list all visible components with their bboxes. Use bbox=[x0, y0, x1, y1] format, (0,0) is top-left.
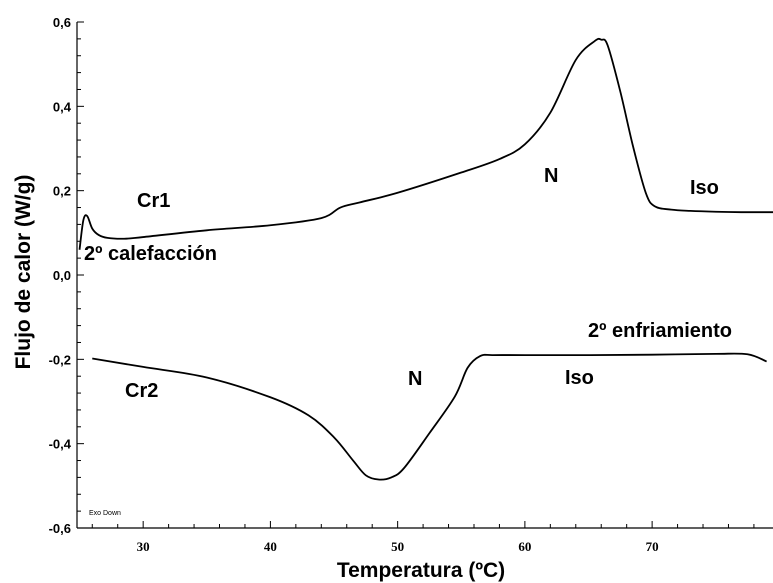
cooling-label: 2º enfriamiento bbox=[588, 320, 732, 342]
x-tick-label: 30 bbox=[137, 539, 150, 554]
ticks-layer bbox=[77, 21, 755, 529]
n-heating-label: N bbox=[544, 165, 558, 187]
y-tick-label: 0,6 bbox=[53, 15, 71, 30]
y-tick-label: 0,0 bbox=[53, 268, 71, 283]
cooling-curve bbox=[92, 352, 767, 481]
cr2-label: Cr2 bbox=[125, 380, 158, 402]
y-tick-label: 0,4 bbox=[53, 99, 72, 114]
y-tick-label: -0,2 bbox=[49, 352, 71, 367]
iso-cooling-label: Iso bbox=[565, 367, 594, 389]
iso-heating-label: Iso bbox=[690, 177, 719, 199]
y-tick-label: 0,2 bbox=[53, 184, 71, 199]
x-tick-label: 60 bbox=[518, 539, 531, 554]
n-cooling-label: N bbox=[408, 368, 422, 390]
x-tick-label: 70 bbox=[646, 539, 659, 554]
x-axis-title: Temperatura (ºC) bbox=[337, 559, 505, 582]
heating-curve bbox=[78, 37, 773, 250]
exo-down-label: Exo Down bbox=[89, 510, 121, 517]
y-tick-label: -0,4 bbox=[49, 437, 72, 452]
y-axis-title: Flujo de calor (W/g) bbox=[12, 175, 35, 370]
x-tick-label: 40 bbox=[264, 539, 277, 554]
series-layer bbox=[78, 37, 773, 481]
heating-label: 2º calefacción bbox=[84, 243, 217, 265]
tick-labels: 0,6 0,4 0,2 0,0 -0,2 -0,4 -0,6 30 40 50 60 70 bbox=[49, 15, 659, 554]
cr1-label: Cr1 bbox=[137, 190, 170, 212]
y-tick-label: -0,6 bbox=[49, 521, 71, 536]
x-tick-label: 50 bbox=[391, 539, 404, 554]
